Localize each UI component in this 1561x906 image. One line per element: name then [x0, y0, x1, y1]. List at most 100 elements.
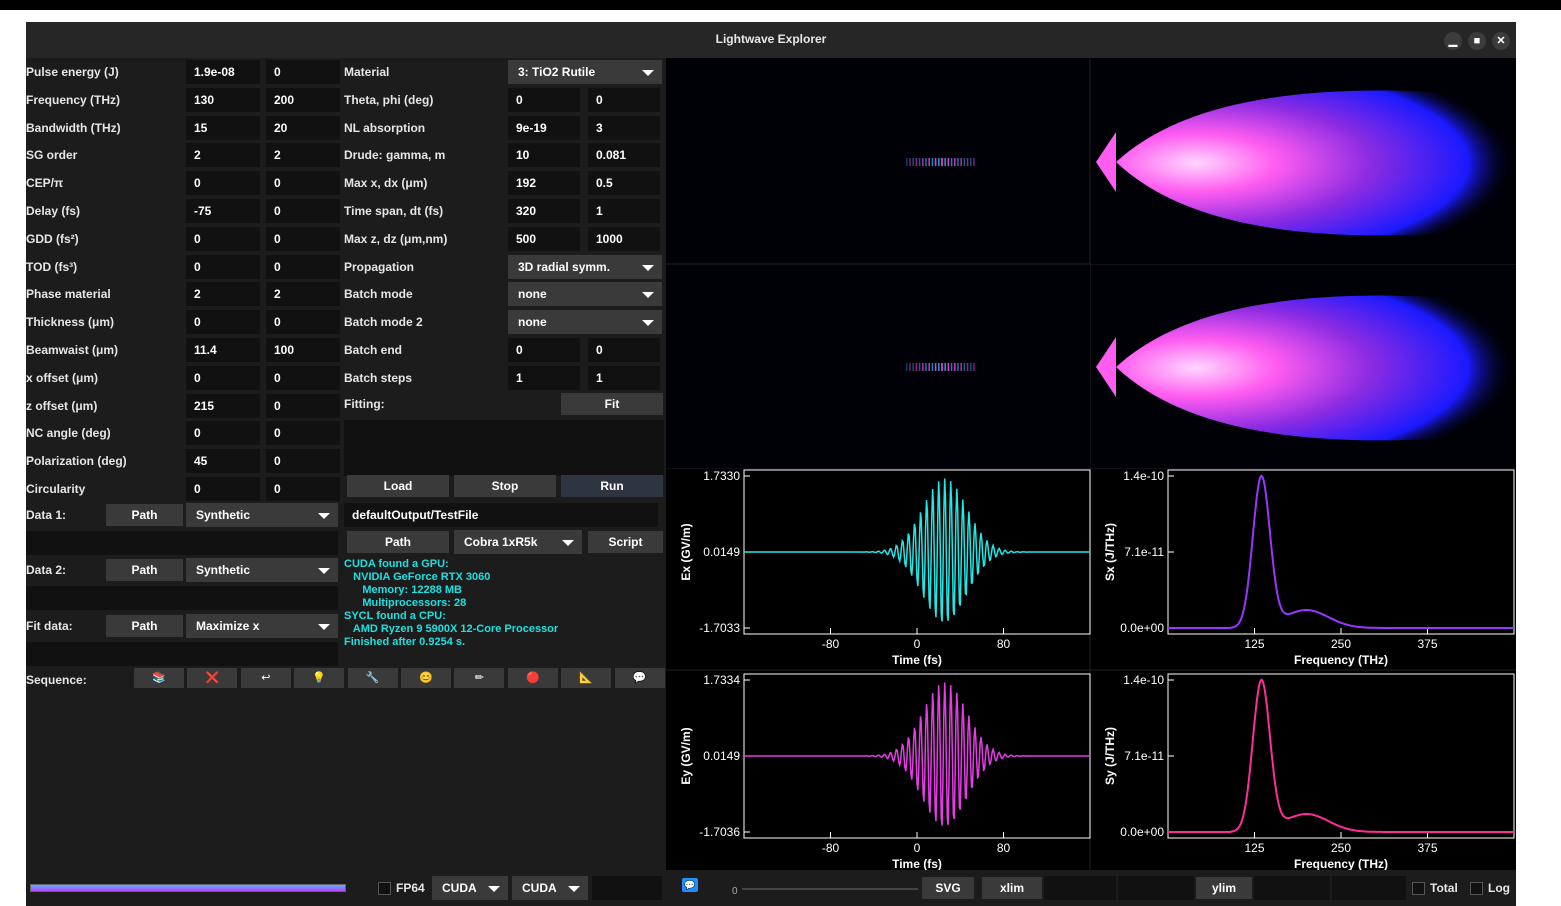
fp64-checkbox[interactable] — [378, 882, 391, 895]
param-value-1-input[interactable]: 0 — [186, 365, 260, 390]
message-icon[interactable]: 💬 — [682, 878, 698, 892]
sequence-input[interactable] — [26, 712, 666, 870]
param-value-2-input[interactable]: 1000 — [588, 226, 660, 251]
log-checkbox[interactable] — [1470, 882, 1483, 895]
param-value-1-input[interactable]: -75 — [186, 199, 260, 223]
param-value-2-input[interactable]: 0 — [266, 449, 340, 474]
param-value-1-input[interactable]: 0 — [508, 87, 580, 112]
smile-icon[interactable]: 😊 — [401, 668, 451, 688]
param-value-1-input[interactable]: 215 — [186, 393, 260, 418]
output-file-input[interactable]: defaultOutput/TestFile — [344, 503, 658, 527]
stop-button[interactable]: Stop — [454, 475, 556, 497]
param-value-2-input[interactable]: 0 — [266, 365, 340, 390]
param-value-1-input[interactable]: 192 — [508, 171, 580, 196]
param-value-1-input[interactable]: 15 — [186, 115, 260, 140]
param-value-2-input[interactable]: 0 — [266, 254, 340, 279]
param-value-2-input[interactable]: 20 — [266, 115, 340, 140]
param-value-1-input[interactable]: 0 — [186, 310, 260, 335]
pencil-icon[interactable]: ✏ — [454, 668, 505, 688]
delete-icon[interactable]: ❌ — [187, 668, 238, 688]
param-select[interactable]: none — [508, 282, 662, 307]
param-value-1-input[interactable]: 2 — [186, 282, 260, 307]
data2-file-input[interactable] — [26, 586, 338, 610]
data1-path-button[interactable]: Path — [106, 504, 183, 526]
bulb-icon[interactable]: 💡 — [294, 668, 345, 688]
param-value-2-input[interactable]: 2 — [266, 143, 340, 168]
record-icon[interactable]: 🔴 — [507, 668, 558, 688]
book-icon[interactable]: 📚 — [134, 668, 184, 688]
param-select[interactable]: 3: TiO2 Rutile — [508, 60, 662, 84]
script-button[interactable]: Script — [588, 531, 663, 553]
fitting-command-input[interactable] — [344, 420, 664, 476]
param-value-2-input[interactable]: 1 — [588, 365, 660, 390]
data1-file-input[interactable] — [26, 531, 338, 555]
output-path-button[interactable]: Path — [347, 531, 449, 553]
param-value-1-input[interactable]: 0 — [186, 421, 260, 446]
run-button[interactable]: Run — [561, 475, 663, 497]
fitdata-path-button[interactable]: Path — [106, 615, 183, 637]
svg-button[interactable]: SVG — [922, 877, 974, 899]
xlim-max-input[interactable] — [1118, 876, 1194, 900]
param-value-2-input[interactable]: 0 — [266, 310, 340, 335]
param-value-2-input[interactable]: 0 — [266, 421, 340, 446]
param-value-1-input[interactable]: 10 — [508, 143, 580, 168]
param-value-1-input[interactable]: 11.4 — [186, 338, 260, 362]
undo-icon[interactable]: ↩ — [240, 668, 291, 688]
ruler-icon[interactable]: 📐 — [561, 668, 612, 688]
data2-path-button[interactable]: Path — [106, 559, 183, 581]
param-value-2-input[interactable]: 100 — [266, 338, 340, 362]
chat-icon[interactable]: 💬 — [614, 668, 665, 688]
param-value-2-input[interactable]: 1 — [588, 199, 660, 223]
frame-slider[interactable] — [742, 888, 918, 890]
param-value-2-input[interactable]: 2 — [266, 282, 340, 307]
param-value-1-input[interactable]: 0 — [186, 477, 260, 501]
close-button[interactable]: ✕ — [1492, 32, 1510, 50]
param-value-1-input[interactable]: 45 — [186, 449, 260, 474]
maximize-button[interactable]: ■ — [1468, 32, 1486, 50]
param-value-1-input[interactable]: 9e-19 — [508, 115, 580, 140]
data2-mode-select[interactable]: Synthetic — [186, 558, 338, 582]
minimize-button[interactable]: ▁ — [1444, 32, 1462, 50]
param-value-1-input[interactable]: 1.9e-08 — [186, 60, 260, 84]
param-value-2-input[interactable]: 3 — [588, 115, 660, 140]
param-value-2-input[interactable]: 0 — [266, 477, 340, 501]
param-value-1-input[interactable]: 0 — [186, 171, 260, 196]
param-value-2-input[interactable]: 0 — [266, 226, 340, 251]
param-value-2-input[interactable]: 0.5 — [588, 171, 660, 196]
param-value-2-input[interactable]: 0.081 — [588, 143, 660, 168]
param-value-1-input[interactable]: 0 — [186, 226, 260, 251]
batch-field[interactable] — [592, 876, 662, 900]
param-value-2-input[interactable]: 0 — [266, 393, 340, 418]
backend1-select[interactable]: CUDA — [432, 876, 508, 900]
param-value-1-input[interactable]: 320 — [508, 199, 580, 223]
param-value-1-input[interactable]: 0 — [186, 254, 260, 279]
param-value-1-input[interactable]: 1 — [508, 365, 580, 390]
data1-mode-select[interactable]: Synthetic — [186, 503, 338, 527]
param-value-1-input[interactable]: 130 — [186, 87, 260, 112]
param-value-1-input[interactable]: 500 — [508, 226, 580, 251]
total-checkbox[interactable] — [1412, 882, 1425, 895]
param-value-1-input[interactable]: 0 — [508, 338, 580, 362]
param-value-2-input[interactable]: 0 — [266, 171, 340, 196]
param-value-2-input[interactable]: 0 — [266, 60, 340, 84]
wrench-icon[interactable]: 🔧 — [347, 668, 398, 688]
param-value-2-input[interactable]: 200 — [266, 87, 340, 112]
fitdata-mode-select[interactable]: Maximize x — [186, 614, 338, 638]
param-select-value: 3D radial symm. — [518, 259, 611, 274]
ylim-button[interactable]: ylim — [1196, 877, 1252, 899]
cluster-select[interactable]: Cobra 1xR5k — [454, 530, 582, 554]
ylim-max-input[interactable] — [1332, 876, 1406, 900]
param-value-2-input[interactable]: 0 — [588, 338, 660, 362]
param-value-1-input[interactable]: 2 — [186, 143, 260, 168]
fitdata-file-input[interactable] — [26, 642, 338, 666]
backend2-select[interactable]: CUDA — [512, 876, 588, 900]
param-select[interactable]: 3D radial symm. — [508, 254, 662, 279]
xlim-min-input[interactable] — [1044, 876, 1116, 900]
ylim-min-input[interactable] — [1254, 876, 1330, 900]
param-value-2-input[interactable]: 0 — [588, 87, 660, 112]
fit-button[interactable]: Fit — [561, 393, 663, 415]
load-button[interactable]: Load — [347, 475, 449, 497]
param-select[interactable]: none — [508, 310, 662, 335]
param-value-2-input[interactable]: 0 — [266, 199, 340, 223]
xlim-button[interactable]: xlim — [982, 877, 1042, 899]
